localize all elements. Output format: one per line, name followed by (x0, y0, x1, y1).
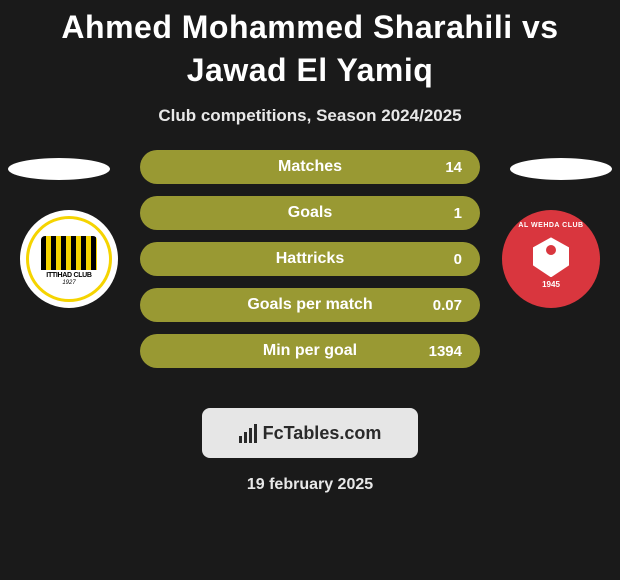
page-title: Ahmed Mohammed Sharahili vs Jawad El Yam… (0, 0, 620, 92)
stat-row-min-per-goal: Min per goal 1394 (140, 334, 480, 368)
right-pill (510, 158, 612, 180)
ittihad-logo-inner: ITTIHAD CLUB 1927 (26, 216, 112, 302)
stat-label: Matches (278, 158, 342, 176)
fctables-label: FcTables.com (263, 423, 382, 444)
comparison-content: ITTIHAD CLUB 1927 AL WEHDA CLUB 1945 Mat… (0, 150, 620, 400)
stat-value: 0.07 (433, 297, 462, 314)
stat-row-hattricks: Hattricks 0 (140, 242, 480, 276)
stat-row-goals-per-match: Goals per match 0.07 (140, 288, 480, 322)
stat-rows: Matches 14 Goals 1 Hattricks 0 Goals per… (140, 150, 480, 368)
bar-chart-icon (239, 424, 257, 443)
stat-value: 1394 (429, 343, 462, 360)
stat-label: Hattricks (276, 250, 344, 268)
club-logo-wehda: AL WEHDA CLUB 1945 (502, 210, 600, 308)
stat-value: 14 (445, 159, 462, 176)
fctables-badge[interactable]: FcTables.com (202, 408, 418, 458)
wehda-dot-icon (546, 245, 556, 255)
stat-value: 1 (454, 205, 462, 222)
ittihad-year: 1927 (62, 280, 75, 286)
stat-label: Min per goal (263, 342, 357, 360)
date-label: 19 february 2025 (0, 476, 620, 494)
stat-row-matches: Matches 14 (140, 150, 480, 184)
stat-label: Goals (288, 204, 332, 222)
wehda-year: 1945 (542, 280, 560, 289)
wehda-logo-inner: AL WEHDA CLUB 1945 (510, 218, 592, 300)
left-pill (8, 158, 110, 180)
stat-value: 0 (454, 251, 462, 268)
subtitle: Club competitions, Season 2024/2025 (0, 106, 620, 126)
ittihad-stripes-icon (41, 236, 97, 270)
stat-label: Goals per match (247, 296, 372, 314)
ittihad-label: ITTIHAD CLUB (46, 272, 91, 279)
club-logo-ittihad: ITTIHAD CLUB 1927 (20, 210, 118, 308)
wehda-arc-label: AL WEHDA CLUB (518, 222, 583, 229)
stat-row-goals: Goals 1 (140, 196, 480, 230)
wehda-shape-icon (533, 237, 569, 277)
